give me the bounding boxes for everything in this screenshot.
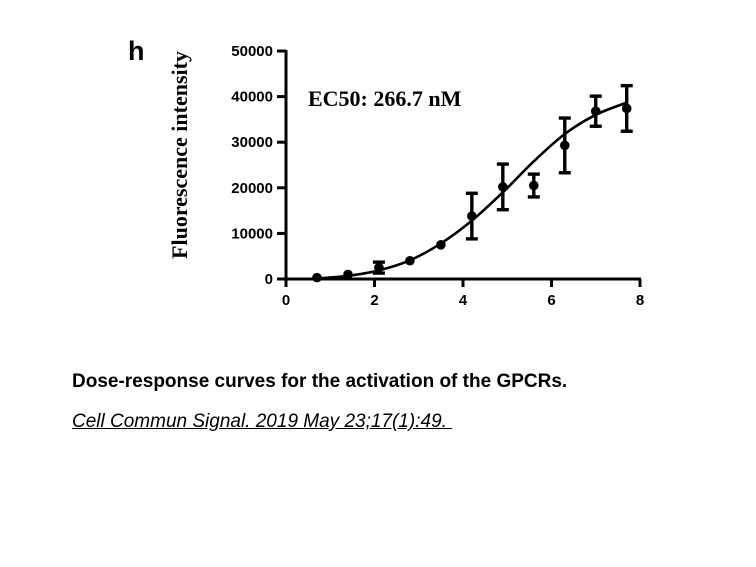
citation-link[interactable]: Cell Commun Signal. 2019 May 23;17(1):49… (72, 411, 453, 432)
y-axis-label: Fluorescence intensity (167, 51, 192, 259)
data-point (559, 140, 570, 151)
y-tick-label: 40000 (231, 89, 273, 106)
data-point (436, 240, 446, 250)
fit-curve (316, 101, 628, 280)
x-tick-label: 4 (459, 292, 468, 309)
axes (284, 50, 641, 281)
data-point (590, 106, 601, 116)
data-point (467, 211, 477, 221)
y-tick-label: 50000 (231, 43, 273, 60)
x-tick-label: 8 (636, 292, 644, 309)
x-tick-label: 6 (547, 292, 555, 309)
x-tick-label: 2 (370, 292, 378, 309)
data-point (498, 182, 508, 192)
data-point (621, 103, 632, 114)
data-points (312, 103, 632, 283)
ec50-annotation: EC50: 266.7 nM (308, 86, 462, 111)
panel-letter: h (128, 36, 145, 66)
y-tick-label: 10000 (231, 225, 273, 242)
data-point (343, 269, 353, 280)
y-tick-label: 30000 (231, 134, 273, 151)
y-tick-label: 20000 (231, 180, 273, 197)
data-point (405, 255, 415, 266)
data-point (312, 272, 322, 283)
data-point (529, 180, 539, 191)
ticks: 0 10000 20000 30000 40000 50000 0 2 4 6 8 (231, 43, 644, 309)
y-tick-label: 0 (265, 271, 273, 288)
x-tick-label: 0 (282, 292, 290, 309)
data-point (374, 262, 384, 273)
figure-caption: Dose-response curves for the activation … (72, 371, 568, 392)
